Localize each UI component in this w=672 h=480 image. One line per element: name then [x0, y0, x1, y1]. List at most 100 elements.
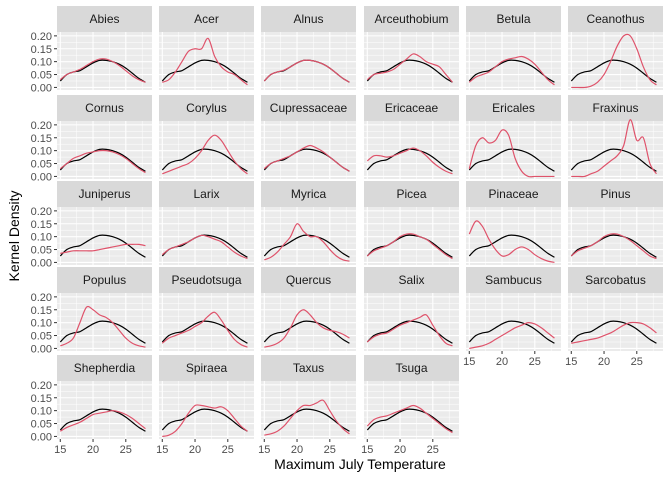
strip-background — [364, 267, 459, 293]
facet-betula: Betula — [466, 6, 561, 90]
strip-background — [466, 267, 561, 293]
taxon-density-line — [60, 243, 146, 254]
strip-label: Ceanothus — [586, 12, 644, 26]
y-tick-label: 0.00 — [31, 343, 52, 355]
x-tick-label: 15 — [565, 356, 577, 368]
panel-background — [261, 381, 356, 439]
strip-label: Arceuthobium — [374, 12, 448, 26]
taxon-density-line — [264, 223, 350, 262]
reference-density-line — [59, 320, 146, 344]
strip-background — [364, 355, 459, 381]
facet-salix: Salix — [364, 267, 459, 351]
x-tick-label: 15 — [54, 444, 66, 456]
strip-label: Cupressaceae — [270, 101, 348, 115]
reference-density-line — [161, 320, 248, 344]
taxon-density-line — [366, 53, 453, 83]
x-tick-label: 15 — [258, 444, 270, 456]
panel-background — [466, 32, 561, 90]
x-tick-label: 20 — [291, 444, 303, 456]
reference-density-line — [59, 408, 146, 432]
strip-label: Larix — [193, 187, 219, 201]
reference-density-line — [263, 320, 350, 344]
facet-cornus: Cornus 0.000.050.100.150.20 — [31, 95, 152, 183]
strip-label: Pseudotsuga — [171, 273, 241, 287]
facet-ericaceae: Ericaceae — [364, 95, 459, 179]
y-tick-label: 0.10 — [31, 57, 52, 69]
taxon-density-line — [59, 149, 146, 174]
strip-label: Corylus — [186, 101, 227, 115]
y-tick-label: 0.10 — [31, 318, 52, 330]
strip-label: Betula — [496, 12, 530, 26]
panel-background — [466, 207, 561, 265]
y-tick-label: 0.20 — [31, 206, 52, 218]
panel-background — [261, 121, 356, 179]
x-tick-label: 25 — [120, 444, 132, 456]
reference-density-line — [161, 408, 248, 432]
panel-background — [568, 32, 663, 90]
taxon-density-line — [263, 144, 350, 172]
x-axis-title: Maximum July Temperature — [274, 456, 446, 472]
panel-background — [364, 381, 459, 439]
facet-larix: Larix — [159, 181, 254, 265]
taxon-density-line — [570, 233, 657, 260]
y-tick-label: 0.20 — [31, 380, 52, 392]
strip-label: Juniperus — [78, 187, 130, 201]
strip-background — [57, 355, 152, 381]
x-tick-label: 15 — [361, 444, 373, 456]
x-tick-label: 20 — [598, 356, 610, 368]
strip-background — [159, 95, 254, 121]
x-tick-label: 15 — [156, 444, 168, 456]
strip-label: Pinus — [600, 187, 630, 201]
strip-background — [261, 181, 356, 207]
reference-density-line — [570, 234, 657, 258]
strip-label: Ericaceae — [385, 101, 439, 115]
strip-label: Spiraea — [186, 361, 228, 375]
taxon-density-line — [571, 33, 657, 89]
strip-label: Picea — [396, 187, 426, 201]
x-tick-label: 25 — [324, 444, 336, 456]
x-tick-label: 25 — [222, 444, 234, 456]
facet-shepherdia: Shepherdia 0.000.050.100.150.20 15 20 25 — [31, 355, 152, 456]
panel-background — [568, 121, 663, 179]
strip-background — [466, 6, 561, 32]
panel-background — [364, 32, 459, 90]
strip-background — [159, 355, 254, 381]
strip-label: Shepherdia — [74, 361, 136, 375]
y-tick-label: 0.00 — [31, 257, 52, 269]
taxon-density-line — [366, 233, 453, 260]
taxon-density-line — [571, 321, 657, 344]
facet-ceanothus: Ceanothus — [568, 6, 663, 90]
strip-label: Taxus — [293, 361, 324, 375]
strip-label: Fraxinus — [592, 101, 638, 115]
y-tick-label: 0.10 — [31, 406, 52, 418]
panel-background — [261, 32, 356, 90]
strip-background — [568, 95, 663, 121]
x-tick-label: 25 — [631, 356, 643, 368]
facet-pinaceae: Pinaceae — [466, 181, 561, 265]
strip-background — [159, 181, 254, 207]
facet-alnus: Alnus — [261, 6, 356, 90]
y-tick-label: 0.10 — [31, 146, 52, 158]
facet-quercus: Quercus — [261, 267, 356, 351]
taxon-density-line — [162, 404, 248, 438]
panel-background — [466, 293, 561, 351]
y-tick-label: 0.00 — [31, 171, 52, 183]
y-tick-label: 0.15 — [31, 44, 52, 56]
panel-background — [568, 293, 663, 351]
reference-density-line — [468, 59, 555, 83]
y-tick-label: 0.05 — [31, 159, 52, 171]
facet-myrica: Myrica — [261, 181, 356, 265]
panel-background — [466, 121, 561, 179]
facet-picea: Picea — [364, 181, 459, 265]
strip-label: Abies — [89, 12, 119, 26]
taxon-density-line — [264, 399, 350, 436]
reference-density-line — [366, 234, 453, 258]
strip-background — [261, 355, 356, 381]
strip-label: Sarcobatus — [585, 273, 646, 287]
taxon-density-line — [264, 309, 350, 348]
reference-density-line — [570, 320, 657, 344]
reference-density-line — [263, 408, 350, 432]
strip-background — [364, 6, 459, 32]
facet-tsuga: Tsuga 15 20 25 — [361, 355, 459, 456]
facet-arceuthobium: Arceuthobium — [364, 6, 459, 90]
